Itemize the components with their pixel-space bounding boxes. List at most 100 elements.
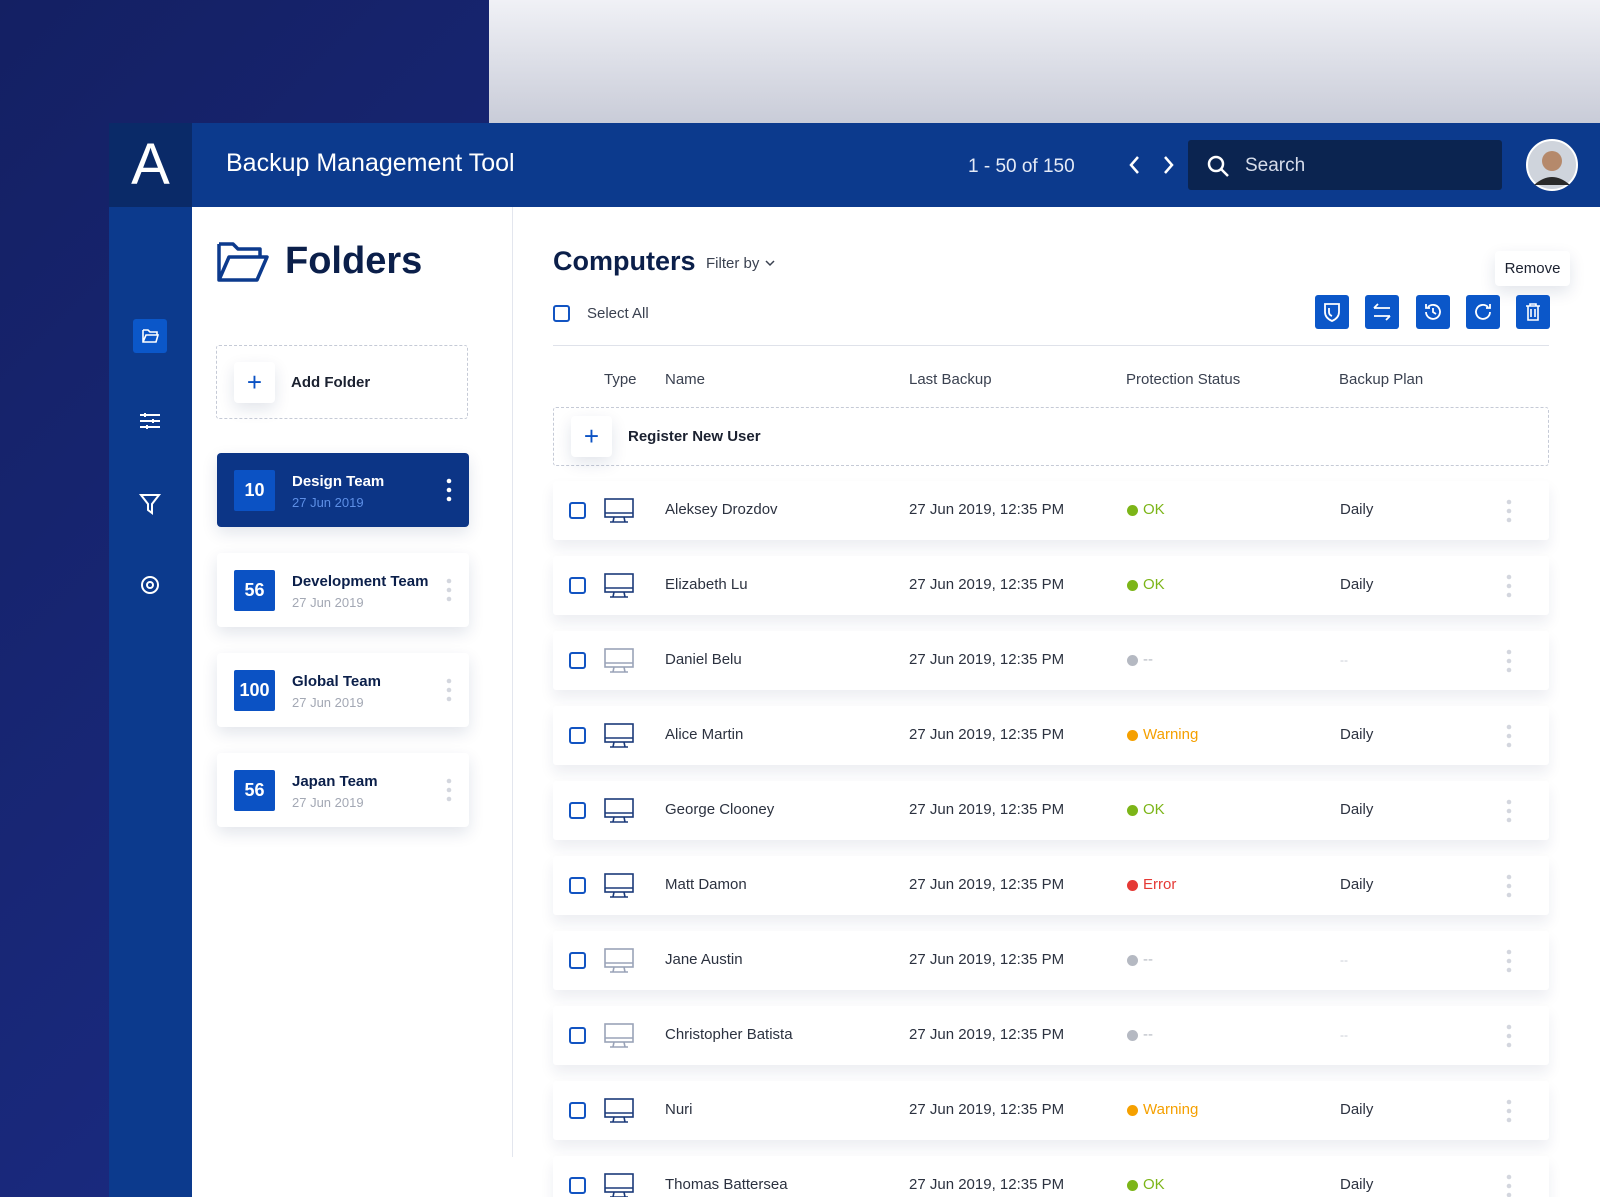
nav-settings[interactable] [136, 571, 164, 599]
folder-card[interactable]: 56 Development Team 27 Jun 2019 [217, 553, 469, 627]
folder-count: 56 [234, 570, 275, 611]
folder-date: 27 Jun 2019 [292, 695, 364, 710]
more-menu[interactable] [1504, 496, 1514, 526]
folder-name: Global Team [292, 673, 381, 690]
migrate-button[interactable] [1365, 295, 1399, 329]
swap-icon [1373, 303, 1391, 321]
more-menu[interactable] [1504, 1021, 1514, 1051]
monitor-icon [604, 648, 634, 673]
nav-folders[interactable] [133, 319, 167, 353]
protection-status: OK [1143, 801, 1165, 818]
more-menu[interactable] [444, 775, 454, 805]
folder-count: 56 [234, 770, 275, 811]
row-checkbox[interactable] [569, 1102, 586, 1119]
computer-icon [603, 1022, 635, 1050]
more-menu[interactable] [1504, 796, 1514, 826]
select-all-label: Select All [587, 305, 649, 322]
status-dot [1127, 505, 1138, 516]
column-header: Backup Plan [1339, 371, 1424, 388]
refresh-button[interactable] [1466, 295, 1500, 329]
more-menu[interactable] [1504, 1096, 1514, 1126]
status-dot [1127, 655, 1138, 666]
computer-name: Daniel Belu [665, 651, 742, 668]
more-menu[interactable] [1504, 946, 1514, 976]
kebab-icon [1506, 649, 1512, 673]
computer-row: Jane Austin 27 Jun 2019, 12:35 PM -- -- [553, 931, 1549, 990]
row-checkbox[interactable] [569, 952, 586, 969]
kebab-icon [1506, 724, 1512, 748]
pagination: 1 - 50 of 150 [968, 156, 1075, 177]
search-icon [1207, 155, 1229, 177]
row-checkbox[interactable] [569, 802, 586, 819]
last-backup: 27 Jun 2019, 12:35 PM [909, 1101, 1065, 1118]
select-all-checkbox[interactable] [553, 305, 570, 322]
backup-plan: -- [1340, 953, 1348, 967]
folder-name: Development Team [292, 573, 429, 590]
register-row[interactable]: + Register New User [553, 407, 1549, 466]
kebab-icon [1506, 949, 1512, 973]
pager-arrows[interactable] [1126, 154, 1178, 176]
protection-status: -- [1143, 951, 1153, 968]
more-menu[interactable] [1504, 571, 1514, 601]
kebab-icon [1506, 574, 1512, 598]
folder-name: Design Team [292, 473, 385, 490]
backup-plan: Daily [1340, 801, 1374, 818]
folder-count: 10 [234, 470, 275, 511]
more-menu[interactable] [1504, 646, 1514, 676]
more-menu[interactable] [1504, 1171, 1514, 1197]
trash-icon [1526, 303, 1540, 321]
kebab-icon [446, 678, 452, 702]
nav-filter[interactable] [136, 490, 164, 518]
computer-row: Nuri 27 Jun 2019, 12:35 PM Warning Daily [553, 1081, 1549, 1140]
remove-button[interactable] [1516, 295, 1550, 329]
protect-button[interactable] [1315, 295, 1349, 329]
more-menu[interactable] [444, 475, 454, 505]
logo: A [109, 123, 192, 207]
column-header: Type [604, 371, 637, 388]
folder-card[interactable]: 10 Design Team 27 Jun 2019 [217, 453, 469, 527]
register-label: Register New User [628, 428, 761, 445]
add-folder[interactable]: + Add Folder [216, 345, 468, 419]
protection-status: OK [1143, 501, 1165, 518]
backup-plan: -- [1340, 653, 1348, 667]
monitor-icon [604, 873, 634, 898]
computer-row: Elizabeth Lu 27 Jun 2019, 12:35 PM OK Daily [553, 556, 1549, 615]
search-box[interactable]: Search [1188, 140, 1502, 190]
more-menu[interactable] [444, 675, 454, 705]
row-checkbox[interactable] [569, 727, 586, 744]
row-checkbox[interactable] [569, 652, 586, 669]
last-backup: 27 Jun 2019, 12:35 PM [909, 801, 1065, 818]
folder-card[interactable]: 100 Global Team 27 Jun 2019 [217, 653, 469, 727]
computer-name: Alice Martin [665, 726, 744, 743]
folder-card[interactable]: 56 Japan Team 27 Jun 2019 [217, 753, 469, 827]
kebab-icon [446, 778, 452, 802]
nav-list[interactable] [136, 407, 164, 435]
protection-status: -- [1143, 1026, 1153, 1043]
computer-row: Aleksey Drozdov 27 Jun 2019, 12:35 PM OK Da… [553, 481, 1549, 540]
backup-plan: Daily [1340, 876, 1374, 893]
monitor-icon [604, 723, 634, 748]
more-menu[interactable] [1504, 721, 1514, 751]
more-menu[interactable] [1504, 871, 1514, 901]
row-checkbox[interactable] [569, 502, 586, 519]
row-checkbox[interactable] [569, 1177, 586, 1194]
computer-name: Thomas Battersea [665, 1176, 788, 1193]
more-menu[interactable] [444, 575, 454, 605]
protection-status: OK [1143, 576, 1165, 593]
avatar[interactable] [1526, 139, 1578, 191]
row-checkbox[interactable] [569, 1027, 586, 1044]
computer-row: Christopher Batista 27 Jun 2019, 12:35 PM… [553, 1006, 1549, 1065]
computer-icon [603, 572, 635, 600]
row-checkbox[interactable] [569, 577, 586, 594]
computer-name: Aleksey Drozdov [665, 501, 778, 518]
column-header: Last Backup [909, 371, 992, 388]
computer-row: Daniel Belu 27 Jun 2019, 12:35 PM -- -- [553, 631, 1549, 690]
last-backup: 27 Jun 2019, 12:35 PM [909, 1026, 1065, 1043]
row-checkbox[interactable] [569, 877, 586, 894]
kebab-icon [1506, 799, 1512, 823]
computer-name: Jane Austin [665, 951, 743, 968]
history-button[interactable] [1416, 295, 1450, 329]
filter-button[interactable]: Filter by [706, 255, 776, 272]
kebab-icon [1506, 499, 1512, 523]
